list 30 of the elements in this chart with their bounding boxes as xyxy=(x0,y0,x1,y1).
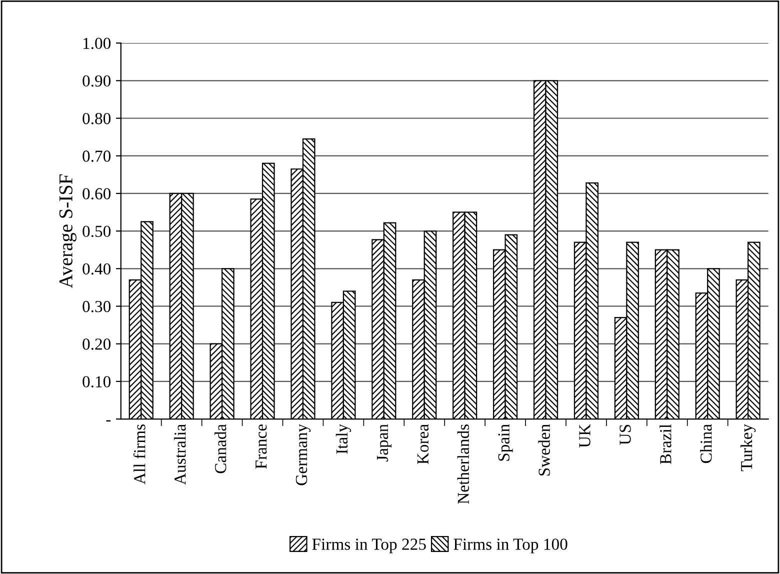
y-tick-label: 0.20 xyxy=(82,338,111,350)
x-tick-label: Sweden xyxy=(538,424,550,476)
y-tick-label: 1.00 xyxy=(83,38,111,50)
y-tick-label: 0.90 xyxy=(82,75,111,87)
x-tick-label: Spain xyxy=(498,424,513,461)
x-tick-label: Netherlands xyxy=(457,424,470,504)
x-tick-label: Japan xyxy=(377,424,392,462)
x-tick-label: Turkey xyxy=(740,424,756,472)
x-tick-label: Italy xyxy=(336,424,352,454)
y-tick-label: 0.30 xyxy=(82,300,111,312)
x-tick-label: UK xyxy=(579,424,590,448)
x-tick-label: Korea xyxy=(417,424,429,464)
y-tick-label: 0.60 xyxy=(82,188,111,200)
x-tick-label: All firms xyxy=(133,424,146,484)
y-tick-label: 0.80 xyxy=(82,112,111,124)
y-tick-label: - xyxy=(106,420,111,422)
x-tick-label: Australia xyxy=(174,424,186,485)
y-axis-title: Average S-ISF xyxy=(59,174,76,288)
x-tick-label: China xyxy=(700,424,712,464)
legend-label: Firms in Top 100 xyxy=(454,538,568,554)
x-tick-label: US xyxy=(620,424,631,445)
y-tick-label: 0.50 xyxy=(82,226,111,238)
x-tick-label: France xyxy=(256,424,267,469)
y-tick-label: 0.10 xyxy=(82,376,111,388)
y-tick-label: 0.40 xyxy=(82,263,111,275)
y-tick-label: 0.70 xyxy=(82,150,111,162)
x-tick-label: Brazil xyxy=(660,424,672,464)
legend-label: Firms in Top 225 xyxy=(312,538,426,554)
x-tick-label: Canada xyxy=(214,424,226,474)
x-tick-label: Germany xyxy=(296,424,311,486)
